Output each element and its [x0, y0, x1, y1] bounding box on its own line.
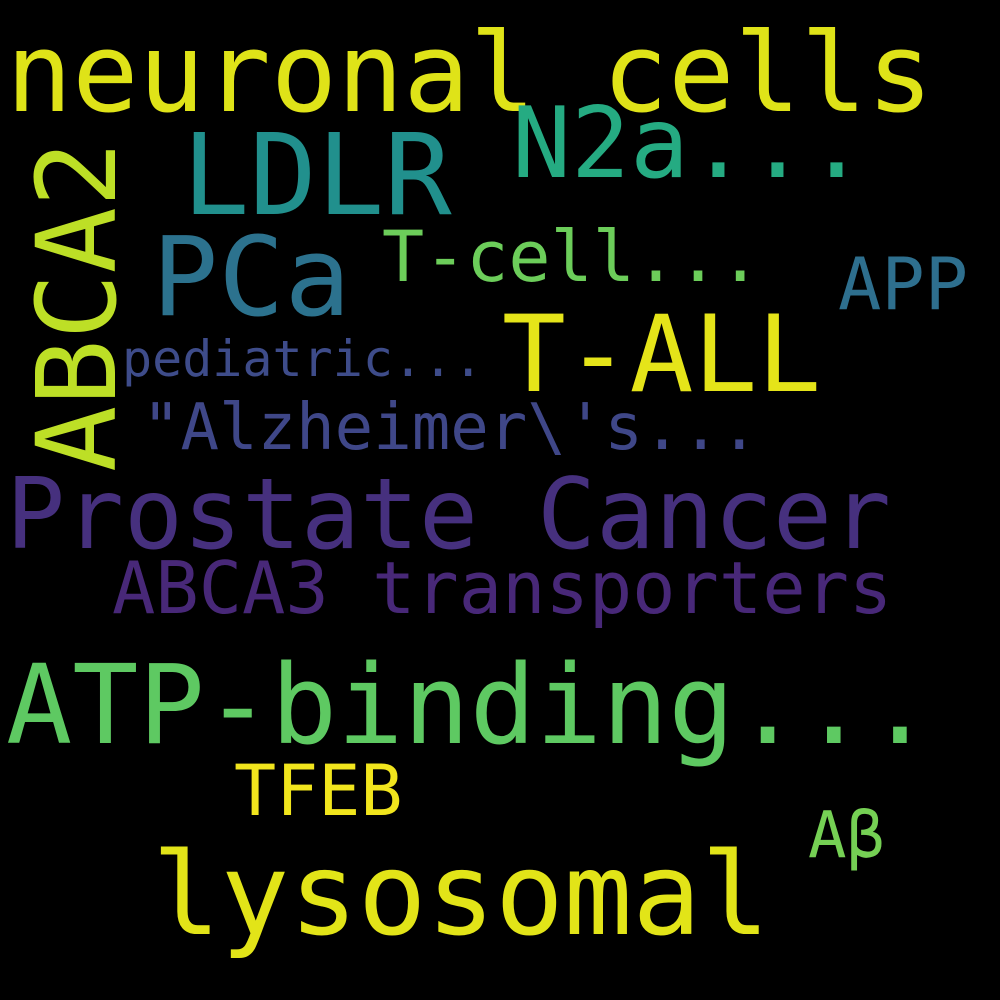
word-pca: PCa — [152, 213, 351, 341]
word-lysosomal: lysosomal — [152, 828, 770, 961]
word-abeta: Aβ — [808, 799, 886, 873]
word-tfeb: TFEB — [234, 750, 403, 832]
word-t-all: T-ALL — [502, 293, 822, 416]
word-atp-binding: ATP-binding... — [6, 641, 934, 769]
word-t-cell: T-cell... — [382, 216, 762, 298]
word-ldlr: LDLR — [182, 111, 452, 241]
word-n2a: N2a... — [512, 87, 867, 201]
word-prostate-cancer: Prostate Cancer — [6, 458, 892, 572]
word-abca3-transporters: ABCA3 transporters — [112, 546, 893, 630]
word-pediatric: pediatric... — [122, 330, 484, 388]
word-alzheimers: "Alzheimer\'s... — [142, 391, 759, 465]
word-neuronal-cells: neuronal cells — [6, 9, 934, 137]
word-app: APP — [838, 242, 969, 326]
word-abca2: ABCA2 — [13, 140, 141, 472]
